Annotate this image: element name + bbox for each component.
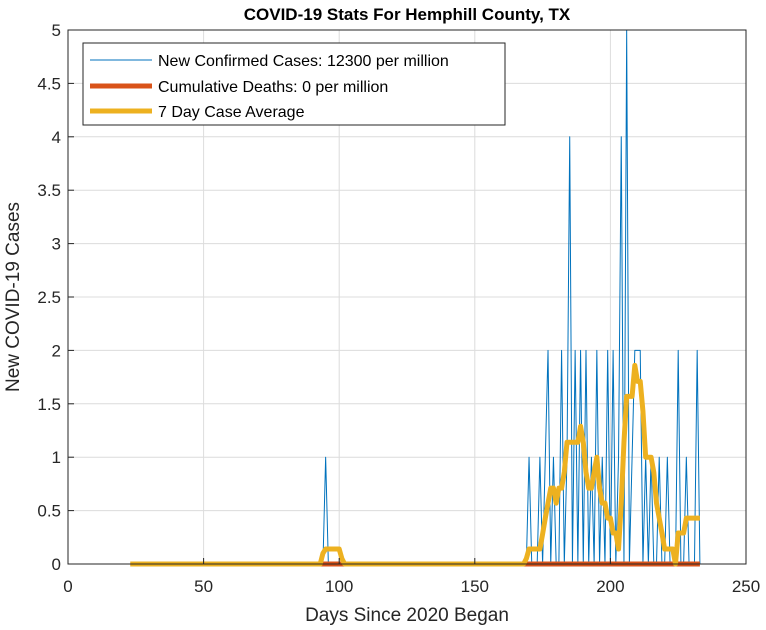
legend-entry-cases: New Confirmed Cases: 12300 per million	[158, 53, 449, 70]
x-tick-label: 250	[732, 577, 760, 596]
y-tick-label: 4	[52, 128, 61, 147]
legend-entry-deaths: Cumulative Deaths: 0 per million	[158, 79, 388, 96]
x-tick-label: 150	[461, 577, 489, 596]
legend: New Confirmed Cases: 12300 per million C…	[82, 42, 506, 126]
y-tick-label: 4.5	[37, 74, 61, 93]
series-cases-line	[130, 29, 701, 565]
series-average-line	[130, 362, 700, 567]
legend-entry-average: 7 Day Case Average	[158, 104, 305, 121]
y-axis-label: New COVID-19 Cases	[3, 202, 24, 392]
y-tick-label: 0	[52, 555, 61, 574]
y-tick-label: 3.5	[37, 181, 61, 200]
y-tick-label: 5	[52, 21, 61, 40]
x-tick-label: 100	[325, 577, 353, 596]
y-tick-label: 2	[52, 341, 61, 360]
y-tick-label: 1.5	[37, 395, 61, 414]
y-tick-label: 1	[52, 448, 61, 467]
y-tick-label: 3	[52, 235, 61, 254]
x-tick-label: 50	[194, 577, 213, 596]
y-tick-label: 2.5	[37, 288, 61, 307]
x-tick-label: 0	[63, 577, 72, 596]
y-tick-label: 0.5	[37, 502, 61, 521]
chart-title: COVID-19 Stats For Hemphill County, TX	[244, 5, 571, 24]
x-tick-label: 200	[596, 577, 624, 596]
ticks: 0 50 100 150 200 250 0 0.5 1 1.5 2 2.5 3 3.5 4 4.5 5	[37, 21, 760, 596]
x-axis-label: Days Since 2020 Began	[305, 605, 509, 626]
legend-box	[82, 42, 506, 126]
